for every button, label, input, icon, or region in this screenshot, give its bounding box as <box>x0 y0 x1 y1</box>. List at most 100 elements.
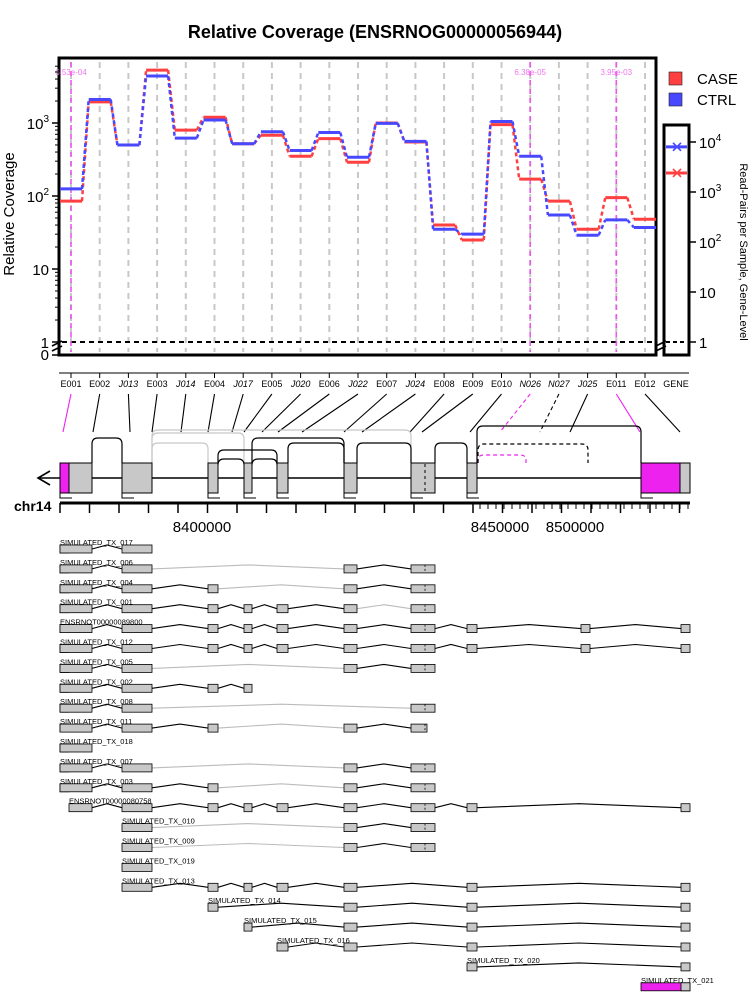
transcript-intron <box>151 624 209 630</box>
exon-block <box>243 462 253 494</box>
series-link-ctrl <box>109 99 119 146</box>
junction-arc <box>91 437 123 463</box>
novel-junction-arc <box>477 454 527 463</box>
exon-block <box>410 462 436 494</box>
feature-label: E003 <box>147 379 168 389</box>
transcript-exon <box>580 624 591 633</box>
chart-title: Relative Coverage (ENSRNOG00000056944) <box>188 22 562 42</box>
transcript-intron <box>151 604 209 610</box>
right-y-tick-label: 10 <box>699 285 716 302</box>
series-link-case <box>626 197 636 220</box>
transcript-exon <box>243 882 253 892</box>
transcript-intron <box>356 604 412 610</box>
series-link-ctrl <box>454 228 463 236</box>
pvalue-label: 6.53e-04 <box>55 68 87 77</box>
feature-connector <box>277 393 330 433</box>
transcript-intron <box>217 723 345 729</box>
legend-swatch-ctrl <box>668 92 683 107</box>
strand-arrow <box>36 470 51 486</box>
transcript-intron <box>217 902 345 908</box>
transcript-exon <box>276 644 289 653</box>
transcript-intron <box>287 604 345 610</box>
feature-connector <box>301 393 359 433</box>
transcript-label: ENSRNOT00000080758 <box>69 797 152 806</box>
transcript-exon <box>276 604 289 614</box>
transcript-exon <box>121 783 153 793</box>
transcript-exon <box>121 604 153 614</box>
transcript-exon <box>343 803 358 813</box>
transcript-label: SIMULATED_TX_014 <box>208 896 281 905</box>
transcript-intron <box>434 624 468 630</box>
transcript-exon <box>59 604 93 614</box>
transcript-exon <box>59 584 93 594</box>
feature-connector <box>644 393 681 433</box>
transcript-intron <box>356 624 412 630</box>
transcript-intron <box>91 703 123 709</box>
transcript-intron <box>91 723 123 729</box>
transcript-intron <box>589 624 682 630</box>
transcript-exon <box>466 644 478 653</box>
transcript-exon <box>343 942 358 952</box>
transcript-exon <box>243 683 253 693</box>
transcript-intron <box>476 643 582 650</box>
transcript-intron <box>151 842 345 849</box>
feature-label: J014 <box>175 379 196 389</box>
transcript-exon <box>276 882 289 892</box>
feature-label: E010 <box>491 379 512 389</box>
transcript-intron <box>356 643 412 650</box>
junction-arc <box>476 425 642 463</box>
transcript-exon <box>343 644 358 653</box>
transcript-exon <box>59 783 93 793</box>
novel-junction-arc <box>477 443 589 463</box>
transcript-exon <box>466 942 478 952</box>
transcript-exon <box>243 624 253 633</box>
transcript-exon <box>410 644 436 653</box>
transcript-exon <box>207 584 219 594</box>
transcript-label: SIMULATED_TX_015 <box>244 916 317 925</box>
transcript-label: SIMULATED_TX_009 <box>122 837 195 846</box>
exon-bracket <box>207 493 220 499</box>
transcript-intron <box>476 803 682 809</box>
transcript-intron <box>217 882 245 888</box>
transcript-intron <box>251 803 278 809</box>
transcript-exon <box>121 644 153 653</box>
transcript-exon <box>276 624 289 633</box>
plot-panel <box>57 56 658 357</box>
transcript-label: SIMULATED_TX_005 <box>60 657 133 666</box>
transcript-label: SIMULATED_TX_002 <box>60 677 133 686</box>
feature-connector <box>261 393 301 433</box>
transcript-intron <box>356 803 412 809</box>
transcript-intron <box>217 683 245 689</box>
transcript-label: SIMULATED_TX_017 <box>60 538 133 547</box>
transcript-exon <box>680 882 691 892</box>
transcript-exon <box>59 624 93 633</box>
transcript-intron <box>151 663 345 669</box>
transcript-exon <box>207 683 219 693</box>
transcript-intron <box>217 643 245 650</box>
transcript-label: SIMULATED_TX_016 <box>277 936 350 945</box>
transcript-intron <box>151 803 209 809</box>
transcript-exon <box>121 624 153 633</box>
transcript-exon <box>207 723 219 733</box>
feature-connector <box>243 393 273 433</box>
transcript-intron <box>287 942 345 948</box>
transcript-intron <box>287 803 345 809</box>
transcript-exon <box>410 843 436 852</box>
transcript-intron <box>476 882 682 888</box>
feature-label: E012 <box>634 379 655 389</box>
transcript-exon <box>59 664 93 673</box>
transcript-exon <box>121 803 153 813</box>
chromosome-label: chr14 <box>14 498 52 514</box>
transcript-exon <box>410 664 436 673</box>
series-link-ctrl <box>138 75 148 146</box>
transcript-intron <box>91 683 123 689</box>
y-tick-label: 1 <box>41 335 49 352</box>
gene-panel <box>662 123 691 357</box>
transcript-intron <box>356 763 412 769</box>
transcript-label: SIMULATED_TX_007 <box>60 757 133 766</box>
transcript-exon <box>410 564 436 574</box>
transcript-exon <box>466 882 478 892</box>
transcript-intron <box>91 604 123 610</box>
transcript-label: ENSRNOT00000089800 <box>60 618 143 627</box>
exon-bracket <box>640 493 653 499</box>
